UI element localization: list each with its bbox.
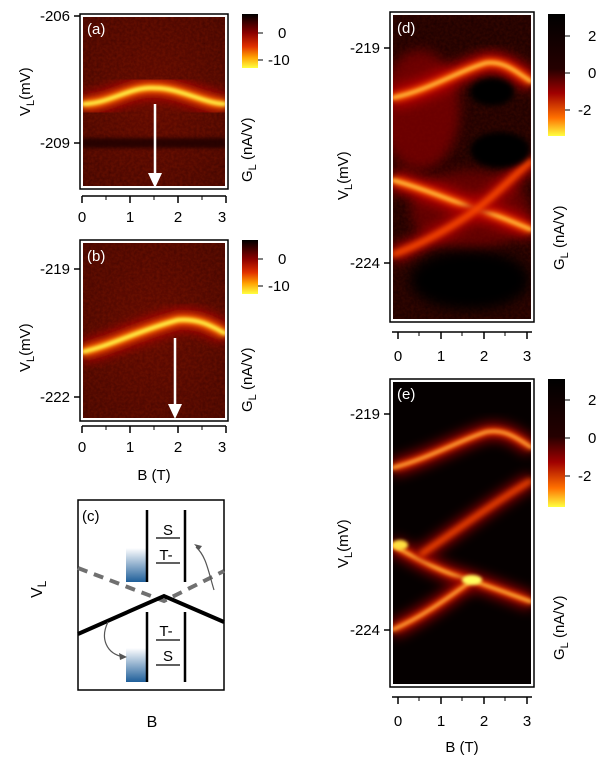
upper-state-s: S bbox=[163, 522, 173, 539]
panel-b-ytick: -219 bbox=[40, 261, 70, 278]
panel-e-xtick: 3 bbox=[523, 713, 531, 730]
panel-a-xtick: 1 bbox=[126, 209, 134, 226]
panel-d-xtick: 1 bbox=[437, 348, 445, 365]
panel-e-ytick: -219 bbox=[350, 406, 380, 423]
panel-e-cbar-label: GL (nA/V) bbox=[551, 596, 571, 660]
panel-b-xtick: 1 bbox=[126, 439, 134, 456]
panel-e-xlabel: B (T) bbox=[445, 739, 478, 756]
panel-a-cbar-label: GL (nA/V) bbox=[239, 118, 259, 182]
panel-d-ylabel: VL(mV) bbox=[335, 151, 355, 200]
lower-state-t: T- bbox=[159, 623, 172, 640]
panel-a-xtick: 0 bbox=[78, 209, 86, 226]
panel-a-xtick: 2 bbox=[174, 209, 182, 226]
upper-state-t: T- bbox=[159, 547, 172, 564]
curved-arrow-upper bbox=[195, 546, 215, 591]
panel-d-cbar-tick: -2 bbox=[578, 102, 591, 119]
lower-lead bbox=[126, 648, 147, 682]
panel-b: (b) -219 -222 VL(mV) 0 1 2 3 B (T) 0 -10… bbox=[17, 239, 290, 484]
panel-e-letter: (e) bbox=[397, 386, 415, 403]
panel-e-xtick: 1 bbox=[437, 713, 445, 730]
panel-a-cbar-tick: 0 bbox=[278, 25, 286, 42]
panel-c-ylabel: VL bbox=[29, 580, 49, 598]
panel-b-cbar-label: GL (nA/V) bbox=[239, 348, 259, 412]
panel-d-colorbar bbox=[548, 14, 565, 136]
panel-e-xtick: 0 bbox=[394, 713, 402, 730]
panel-c-xlabel: B bbox=[147, 714, 158, 731]
panel-b-colorbar bbox=[242, 240, 258, 294]
panel-a-cbar-tick: -10 bbox=[268, 52, 290, 69]
panel-e-cbar-tick: 2 bbox=[588, 392, 596, 409]
panel-c-letter: (c) bbox=[82, 508, 100, 525]
panel-a-xtick: 3 bbox=[218, 209, 226, 226]
panel-b-heatmap bbox=[82, 242, 226, 419]
panel-b-xlabel: B (T) bbox=[137, 467, 170, 484]
panel-d-xtick: 3 bbox=[523, 348, 531, 365]
panel-a-letter: (a) bbox=[87, 21, 105, 38]
panel-b-cbar-tick: -10 bbox=[268, 278, 290, 295]
panel-e-ylabel: VL(mV) bbox=[335, 519, 355, 568]
panel-e-cbar-tick: -2 bbox=[578, 468, 591, 485]
dashed-transition-line bbox=[77, 566, 225, 604]
panel-d-xtick: 2 bbox=[480, 348, 488, 365]
solid-transition-line bbox=[77, 593, 225, 636]
panel-e-xtick: 2 bbox=[480, 713, 488, 730]
panel-a-ytick: -209 bbox=[40, 135, 70, 152]
panel-e-cbar-tick: 0 bbox=[588, 430, 596, 447]
panel-d-letter: (d) bbox=[397, 20, 415, 37]
panel-d-ytick: -224 bbox=[350, 255, 380, 272]
panel-e: (e) -219 -224 VL(mV) 0 1 2 3 B (T) 2 0 -… bbox=[335, 378, 596, 756]
panel-a-colorbar bbox=[242, 14, 258, 68]
panel-e-ytick: -224 bbox=[350, 622, 380, 639]
panel-a-ylabel: VL(mV) bbox=[17, 67, 37, 116]
panel-d-cbar-tick: 0 bbox=[588, 65, 596, 82]
panel-d-cbar-label: GL (nA/V) bbox=[551, 206, 571, 270]
panel-c: (c) S T- T- S VL B bbox=[29, 499, 225, 731]
panel-a: (a) -206 -209 VL(mV) 0 1 2 3 0 -10 GL (n… bbox=[17, 8, 290, 226]
panel-d: (d) -219 -224 VL(mV) 0 1 2 3 2 0 -2 GL (… bbox=[335, 11, 596, 365]
panel-b-ylabel: VL(mV) bbox=[17, 323, 37, 372]
panel-b-xtick: 0 bbox=[78, 439, 86, 456]
panel-b-xtick: 2 bbox=[174, 439, 182, 456]
panel-a-heatmap bbox=[82, 16, 226, 187]
panel-b-cbar-tick: 0 bbox=[278, 251, 286, 268]
lower-state-s: S bbox=[163, 648, 173, 665]
upper-level-diagram: S T- bbox=[126, 510, 187, 582]
panel-b-xtick: 3 bbox=[218, 439, 226, 456]
panel-b-letter: (b) bbox=[87, 248, 105, 265]
panel-d-xtick: 0 bbox=[394, 348, 402, 365]
panel-e-colorbar bbox=[548, 379, 565, 507]
panel-d-ytick: -219 bbox=[350, 40, 380, 57]
panel-e-heatmap bbox=[392, 381, 532, 685]
panel-d-heatmap bbox=[392, 14, 532, 320]
panel-b-ytick: -222 bbox=[40, 389, 70, 406]
panel-d-cbar-tick: 2 bbox=[588, 28, 596, 45]
lower-level-diagram: T- S bbox=[126, 612, 187, 682]
upper-lead bbox=[126, 548, 147, 582]
panel-a-ytick: -206 bbox=[40, 8, 70, 25]
